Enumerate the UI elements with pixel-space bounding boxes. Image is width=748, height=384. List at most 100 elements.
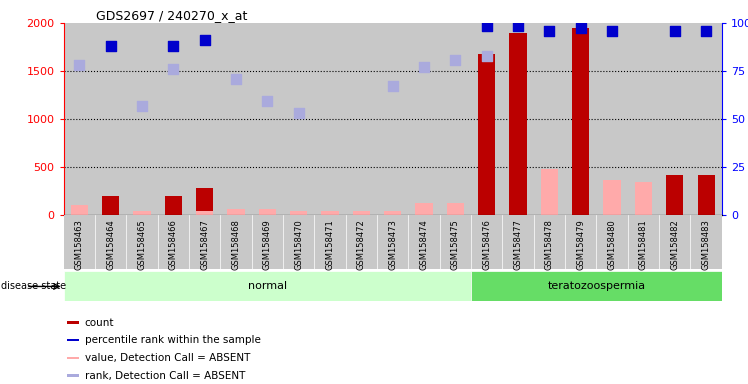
Bar: [314, 215, 346, 269]
Bar: [628, 215, 659, 269]
Point: [168, 66, 180, 72]
Bar: [415, 203, 432, 215]
Bar: [666, 175, 684, 215]
Bar: [64, 215, 95, 269]
Text: disease state: disease state: [1, 281, 67, 291]
Bar: [70, 205, 88, 215]
Bar: [126, 23, 158, 215]
Bar: [251, 23, 283, 215]
Text: GSM158463: GSM158463: [75, 219, 84, 270]
Bar: [509, 33, 527, 215]
Text: rank, Detection Call = ABSENT: rank, Detection Call = ABSENT: [85, 371, 245, 381]
Point: [387, 83, 399, 89]
Text: GSM158469: GSM158469: [263, 219, 272, 270]
Text: GSM158478: GSM158478: [545, 219, 554, 270]
Text: GSM158477: GSM158477: [514, 219, 523, 270]
Bar: [221, 23, 251, 215]
Bar: [221, 215, 251, 269]
Bar: [346, 23, 377, 215]
Point: [574, 25, 586, 31]
Text: GSM158480: GSM158480: [607, 219, 616, 270]
Text: GSM158479: GSM158479: [576, 219, 585, 270]
Bar: [67, 357, 79, 359]
Bar: [377, 23, 408, 215]
Bar: [251, 215, 283, 269]
Bar: [102, 196, 119, 215]
Bar: [189, 215, 221, 269]
Bar: [283, 215, 314, 269]
Bar: [471, 271, 722, 301]
Bar: [64, 271, 471, 301]
Text: normal: normal: [248, 281, 287, 291]
Bar: [659, 23, 690, 215]
Bar: [196, 211, 213, 215]
Point: [292, 110, 304, 116]
Point: [481, 53, 493, 59]
Bar: [690, 215, 722, 269]
Bar: [565, 215, 596, 269]
Bar: [95, 23, 126, 215]
Point: [199, 37, 211, 43]
Bar: [314, 23, 346, 215]
Bar: [95, 215, 126, 269]
Text: GSM158472: GSM158472: [357, 219, 366, 270]
Bar: [541, 169, 558, 215]
Text: value, Detection Call = ABSENT: value, Detection Call = ABSENT: [85, 353, 250, 363]
Point: [512, 23, 524, 29]
Bar: [440, 23, 471, 215]
Bar: [227, 209, 245, 215]
Bar: [346, 215, 377, 269]
Text: percentile rank within the sample: percentile rank within the sample: [85, 335, 260, 345]
Bar: [604, 180, 621, 215]
Text: GDS2697 / 240270_x_at: GDS2697 / 240270_x_at: [96, 9, 248, 22]
Bar: [408, 23, 440, 215]
Bar: [67, 374, 79, 377]
Bar: [503, 23, 534, 215]
Text: GSM158466: GSM158466: [169, 219, 178, 270]
Text: GSM158471: GSM158471: [325, 219, 334, 270]
Point: [230, 76, 242, 82]
Text: GSM158482: GSM158482: [670, 219, 679, 270]
Bar: [565, 23, 596, 215]
Bar: [67, 321, 79, 324]
Bar: [534, 23, 565, 215]
Text: GSM158473: GSM158473: [388, 219, 397, 270]
Text: GSM158464: GSM158464: [106, 219, 115, 270]
Point: [450, 58, 462, 64]
Bar: [596, 215, 628, 269]
Bar: [478, 54, 495, 215]
Bar: [133, 211, 150, 215]
Text: GSM158475: GSM158475: [451, 219, 460, 270]
Text: GSM158483: GSM158483: [702, 219, 711, 270]
Text: GSM158474: GSM158474: [420, 219, 429, 270]
Bar: [377, 215, 408, 269]
Point: [418, 64, 430, 70]
Point: [261, 98, 273, 104]
Point: [73, 62, 85, 68]
Bar: [322, 211, 339, 215]
Point: [669, 28, 681, 34]
Bar: [690, 23, 722, 215]
Point: [168, 43, 180, 49]
Bar: [503, 215, 534, 269]
Point: [481, 23, 493, 29]
Text: count: count: [85, 318, 114, 328]
Bar: [698, 175, 715, 215]
Bar: [596, 23, 628, 215]
Bar: [126, 215, 158, 269]
Bar: [408, 215, 440, 269]
Bar: [628, 23, 659, 215]
Bar: [635, 182, 652, 215]
Text: teratozoospermia: teratozoospermia: [548, 281, 646, 291]
Bar: [290, 211, 307, 215]
Point: [136, 103, 148, 109]
Point: [700, 28, 712, 34]
Bar: [471, 23, 503, 215]
Bar: [158, 215, 189, 269]
Bar: [259, 209, 276, 215]
Bar: [165, 196, 182, 215]
Bar: [64, 23, 95, 215]
Bar: [353, 211, 370, 215]
Bar: [572, 28, 589, 215]
Bar: [440, 215, 471, 269]
